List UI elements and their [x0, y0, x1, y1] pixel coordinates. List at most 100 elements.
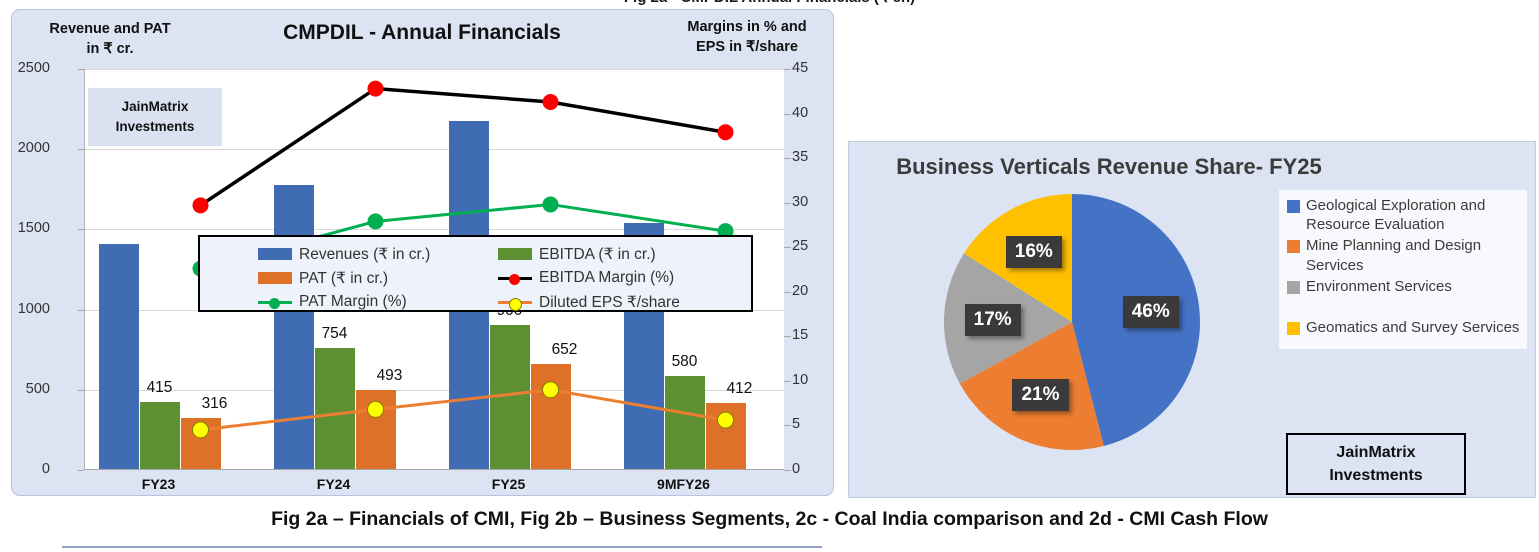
- legend-label: Revenues (₹ in cr.): [299, 245, 431, 263]
- legend-item-pat-margin-[interactable]: PAT Margin (%): [258, 290, 407, 314]
- y-axis-tick-right: 10: [792, 371, 809, 388]
- y-axis-tick-left: 500: [25, 380, 50, 397]
- chart-title: CMPDIL - Annual Financials: [283, 21, 561, 44]
- pie-legend-item-geological-exploration-and-res[interactable]: Geological Exploration and Resource Eval…: [1285, 196, 1523, 234]
- watermark-right-line2: Investments: [1329, 467, 1423, 484]
- marker-ebitda-margin-: [717, 124, 734, 141]
- data-label: 580: [671, 352, 698, 370]
- bar-fy23-revenues: [98, 244, 139, 469]
- marker-pat-margin-: [542, 196, 559, 213]
- x-axis-label-fy23: FY23: [141, 476, 176, 492]
- y-axis-tick-right: 5: [792, 416, 801, 433]
- legend-item-diluted-eps-share[interactable]: Diluted EPS ₹/share: [498, 290, 680, 314]
- y-axis-tick-right: 15: [792, 327, 809, 344]
- pie-legend-item-geomatics-and-survey-services[interactable]: Geomatics and Survey Services: [1285, 318, 1523, 337]
- left-axis-title-line2: in ₹ cr.: [86, 40, 134, 57]
- marker-diluted-eps-share: [192, 421, 209, 439]
- legend-label: PAT (₹ in cr.): [299, 269, 389, 287]
- tick-mark-right: [784, 202, 791, 204]
- legend-swatch: [498, 248, 532, 260]
- data-label: 412: [726, 379, 753, 397]
- business-verticals-panel: Business Verticals Revenue Share- FY25 4…: [848, 141, 1536, 498]
- y-axis-tick-left: 2000: [17, 140, 50, 157]
- left-axis-title-line1: Revenue and PAT: [49, 21, 171, 37]
- pie-legend-item-environment-services[interactable]: Environment Services: [1285, 277, 1523, 296]
- tick-mark-right: [784, 380, 791, 382]
- marker-ebitda-margin-: [367, 80, 384, 97]
- y-axis-tick-right: 45: [792, 60, 809, 76]
- legend-label: Environment Services: [1306, 277, 1452, 295]
- gridline: [85, 229, 785, 231]
- gridline: [85, 149, 785, 151]
- legend-item-pat-in-cr-[interactable]: PAT (₹ in cr.): [258, 266, 388, 290]
- tick-mark-right: [784, 113, 791, 115]
- pie-legend: Geological Exploration and Resource Eval…: [1279, 190, 1527, 350]
- pie-chart-title: Business Verticals Revenue Share- FY25: [896, 154, 1322, 179]
- pie-label-46: 46%: [1122, 296, 1179, 329]
- bar-fy23-ebitda: [139, 402, 180, 469]
- caption-rule: [62, 546, 822, 548]
- tick-mark-right: [784, 247, 791, 249]
- y-axis-tick-right: 30: [792, 193, 809, 210]
- data-label: 493: [376, 366, 403, 384]
- tick-mark-left: [78, 149, 84, 151]
- bar-fy24-ebitda: [314, 348, 355, 469]
- tick-mark-right: [784, 425, 791, 427]
- legend-label: Geomatics and Survey Services: [1306, 318, 1520, 336]
- legend-line-marker: [258, 296, 292, 309]
- tick-mark-left: [78, 470, 84, 471]
- line-diluted-eps-share: [200, 388, 726, 432]
- pie-label-17: 17%: [964, 303, 1021, 336]
- tick-mark-left: [78, 229, 84, 231]
- financials-chart-panel: Revenue and PAT in ₹ cr. CMPDIL - Annual…: [11, 9, 834, 496]
- legend-label: EBITDA (₹ in cr.): [539, 245, 656, 263]
- legend-label: Mine Planning and Design Services: [1306, 237, 1482, 274]
- gridline: [85, 69, 785, 70]
- marker-diluted-eps-share: [717, 411, 734, 429]
- legend-label: PAT Margin (%): [299, 293, 407, 310]
- pie-legend-item-mine-planning-and-design-servi[interactable]: Mine Planning and Design Services: [1285, 236, 1523, 274]
- y-axis-tick-left: 0: [41, 461, 50, 477]
- y-axis-tick-right: 35: [792, 149, 809, 166]
- pie-label-16: 16%: [1005, 236, 1062, 269]
- figure-caption: Fig 2a – Financials of CMI, Fig 2b – Bus…: [271, 508, 1268, 530]
- legend-label: EBITDA Margin (%): [539, 269, 675, 286]
- watermark-left-line1: JainMatrix: [121, 99, 189, 115]
- tick-mark-right: [784, 158, 791, 160]
- top-cropped-text-strip: Fig 2a - CMPDIL Annual Financials (₹ cr.…: [0, 0, 1539, 10]
- y-axis-tick-right: 20: [792, 282, 809, 299]
- top-cropped-text: Fig 2a - CMPDIL Annual Financials (₹ cr.…: [0, 0, 1539, 6]
- x-axis-label-9mfy26: 9MFY26: [657, 476, 710, 492]
- chart-legend: Revenues (₹ in cr.) EBITDA (₹ in cr.) PAT …: [198, 235, 753, 312]
- watermark-left: JainMatrix Investments: [88, 88, 222, 146]
- legend-item-ebitda-in-cr-[interactable]: EBITDA (₹ in cr.): [498, 242, 656, 266]
- data-label: 415: [146, 379, 173, 397]
- tick-mark-right: [784, 336, 791, 338]
- watermark-right: JainMatrix Investments: [1286, 433, 1466, 495]
- pie-chart: 46% 21% 17% 16%: [942, 192, 1202, 452]
- data-label: 652: [551, 341, 578, 359]
- tick-mark-right: [784, 470, 791, 471]
- data-label: 316: [201, 395, 228, 413]
- y-axis-tick-right: 25: [792, 238, 809, 255]
- tick-mark-right: [784, 69, 791, 70]
- legend-swatch: [258, 248, 292, 260]
- legend-swatch: [1287, 321, 1300, 335]
- pie-label-21: 21%: [1012, 378, 1069, 411]
- marker-ebitda-margin-: [542, 93, 559, 110]
- legend-item-revenues-in-cr-[interactable]: Revenues (₹ in cr.): [258, 242, 430, 266]
- right-axis-title-line1: Margins in % and: [687, 19, 807, 35]
- left-axis-title: Revenue and PAT in ₹ cr.: [20, 20, 200, 59]
- tick-mark-right: [784, 291, 791, 293]
- marker-diluted-eps-share: [542, 381, 559, 399]
- legend-swatch: [1287, 200, 1300, 213]
- legend-swatch: [258, 272, 292, 284]
- legend-swatch: [1287, 240, 1300, 254]
- legend-item-ebitda-margin-[interactable]: EBITDA Margin (%): [498, 266, 674, 290]
- tick-mark-left: [78, 389, 84, 391]
- x-axis-label-fy24: FY24: [316, 476, 351, 492]
- legend-swatch: [1287, 280, 1300, 294]
- right-axis-title-line2: EPS in ₹/share: [696, 38, 798, 55]
- legend-label: Geological Exploration and Resource Eval…: [1306, 197, 1486, 234]
- data-label: 754: [321, 325, 348, 343]
